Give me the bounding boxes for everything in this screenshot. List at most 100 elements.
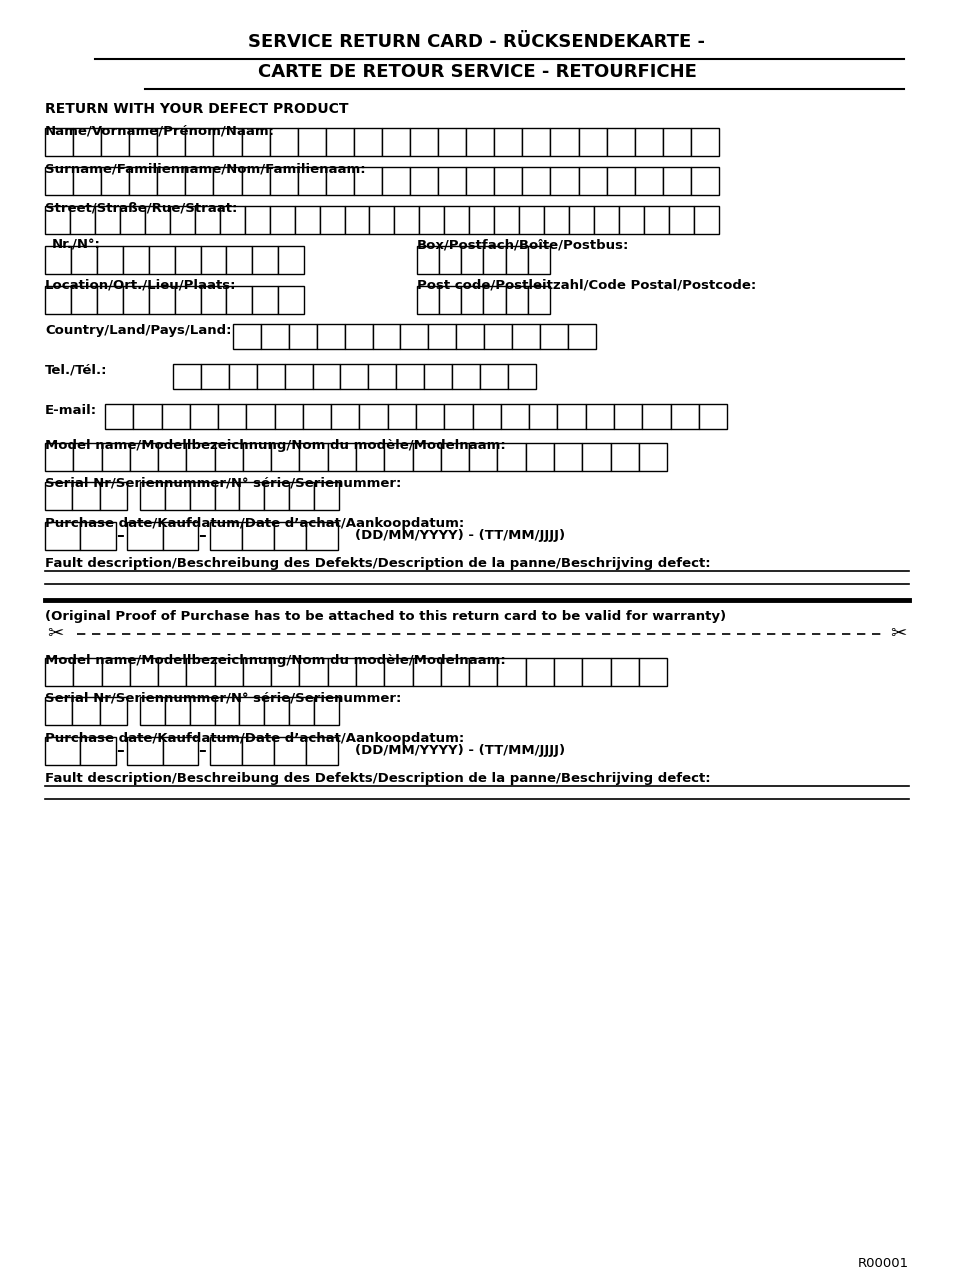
Bar bbox=[400, 325, 428, 349]
Bar bbox=[299, 443, 328, 471]
Bar bbox=[73, 658, 101, 687]
Bar bbox=[271, 658, 299, 687]
Text: Location/Ort./Lieu/Plaats:: Location/Ort./Lieu/Plaats: bbox=[45, 279, 236, 292]
Bar bbox=[670, 404, 698, 429]
Text: (DD/MM/YYYY) - (TT/MM/JJJJ): (DD/MM/YYYY) - (TT/MM/JJJJ) bbox=[355, 744, 564, 757]
Bar bbox=[264, 482, 289, 510]
Text: (DD/MM/YYYY) - (TT/MM/JJJJ): (DD/MM/YYYY) - (TT/MM/JJJJ) bbox=[355, 529, 564, 542]
Bar bbox=[585, 404, 614, 429]
Bar bbox=[214, 443, 243, 471]
Bar bbox=[123, 246, 149, 274]
Bar bbox=[214, 697, 239, 725]
Text: Model name/Modellbezeichnung/Nom du modèle/Modelnaam:: Model name/Modellbezeichnung/Nom du modè… bbox=[45, 439, 505, 452]
Text: Serial Nr/Seriennummer/N° série/Serienummer:: Serial Nr/Seriennummer/N° série/Serienum… bbox=[45, 477, 401, 489]
Bar bbox=[45, 246, 71, 274]
Bar bbox=[229, 365, 256, 389]
Text: Nr./N°:: Nr./N°: bbox=[52, 240, 101, 252]
Bar bbox=[190, 482, 214, 510]
Bar bbox=[101, 167, 129, 194]
Bar bbox=[456, 325, 484, 349]
Bar bbox=[643, 206, 668, 234]
Bar bbox=[416, 246, 438, 274]
Bar bbox=[194, 206, 219, 234]
Text: Fault description/Beschreibung des Defekts/Description de la panne/Beschrijving : Fault description/Beschreibung des Defek… bbox=[45, 772, 710, 784]
Bar bbox=[581, 658, 610, 687]
Bar bbox=[80, 737, 115, 765]
Bar bbox=[45, 697, 72, 725]
Bar bbox=[484, 325, 512, 349]
Bar bbox=[244, 206, 270, 234]
Bar bbox=[331, 404, 359, 429]
Bar bbox=[578, 128, 606, 156]
Bar bbox=[186, 658, 214, 687]
Bar bbox=[123, 286, 149, 314]
Text: Surname/Familienname/Nom/Familienaam:: Surname/Familienname/Nom/Familienaam: bbox=[45, 164, 365, 176]
Bar bbox=[505, 286, 528, 314]
Bar bbox=[190, 697, 214, 725]
Bar bbox=[440, 658, 469, 687]
Bar bbox=[271, 443, 299, 471]
Bar bbox=[172, 365, 201, 389]
Bar bbox=[394, 206, 419, 234]
Bar bbox=[472, 404, 500, 429]
Bar bbox=[305, 737, 337, 765]
Text: –: – bbox=[198, 743, 206, 759]
Bar bbox=[483, 246, 505, 274]
Bar bbox=[200, 246, 226, 274]
Bar bbox=[639, 658, 666, 687]
Bar bbox=[662, 167, 690, 194]
Bar bbox=[45, 206, 70, 234]
Bar bbox=[226, 246, 253, 274]
Bar bbox=[278, 246, 304, 274]
Bar bbox=[253, 286, 278, 314]
Bar bbox=[149, 246, 174, 274]
Bar bbox=[528, 286, 550, 314]
Bar bbox=[270, 167, 297, 194]
Bar bbox=[149, 286, 174, 314]
Bar bbox=[416, 404, 444, 429]
Bar bbox=[213, 128, 241, 156]
Bar bbox=[440, 443, 469, 471]
Bar bbox=[412, 443, 440, 471]
Bar bbox=[319, 206, 344, 234]
Bar bbox=[241, 167, 270, 194]
Bar bbox=[120, 206, 145, 234]
Bar bbox=[614, 404, 641, 429]
Text: RETURN WITH YOUR DEFECT PRODUCT: RETURN WITH YOUR DEFECT PRODUCT bbox=[45, 102, 348, 116]
Bar bbox=[243, 443, 271, 471]
Bar bbox=[45, 167, 73, 194]
Bar bbox=[313, 365, 340, 389]
Bar bbox=[507, 365, 536, 389]
Bar bbox=[297, 167, 326, 194]
Bar bbox=[246, 404, 274, 429]
Bar bbox=[344, 325, 373, 349]
Bar bbox=[693, 206, 719, 234]
Bar bbox=[161, 404, 190, 429]
Bar bbox=[45, 443, 73, 471]
Bar bbox=[185, 167, 213, 194]
Text: –: – bbox=[115, 743, 123, 759]
Bar bbox=[274, 522, 305, 550]
Bar bbox=[129, 128, 157, 156]
Bar bbox=[73, 128, 101, 156]
Bar bbox=[395, 365, 424, 389]
Bar bbox=[466, 128, 494, 156]
Bar bbox=[384, 658, 412, 687]
Bar bbox=[522, 167, 550, 194]
Bar bbox=[373, 325, 400, 349]
Bar bbox=[140, 697, 165, 725]
Bar bbox=[469, 206, 494, 234]
Bar bbox=[214, 658, 243, 687]
Bar bbox=[127, 737, 163, 765]
Text: CARTE DE RETOUR SERVICE - RETOURFICHE: CARTE DE RETOUR SERVICE - RETOURFICHE bbox=[257, 63, 696, 81]
Bar bbox=[45, 286, 71, 314]
Bar bbox=[444, 206, 469, 234]
Bar bbox=[690, 167, 719, 194]
Bar bbox=[73, 167, 101, 194]
Text: ✂: ✂ bbox=[890, 625, 906, 644]
Bar bbox=[305, 522, 337, 550]
Bar bbox=[284, 365, 313, 389]
Bar bbox=[129, 167, 157, 194]
Bar bbox=[368, 365, 395, 389]
Bar bbox=[270, 128, 297, 156]
